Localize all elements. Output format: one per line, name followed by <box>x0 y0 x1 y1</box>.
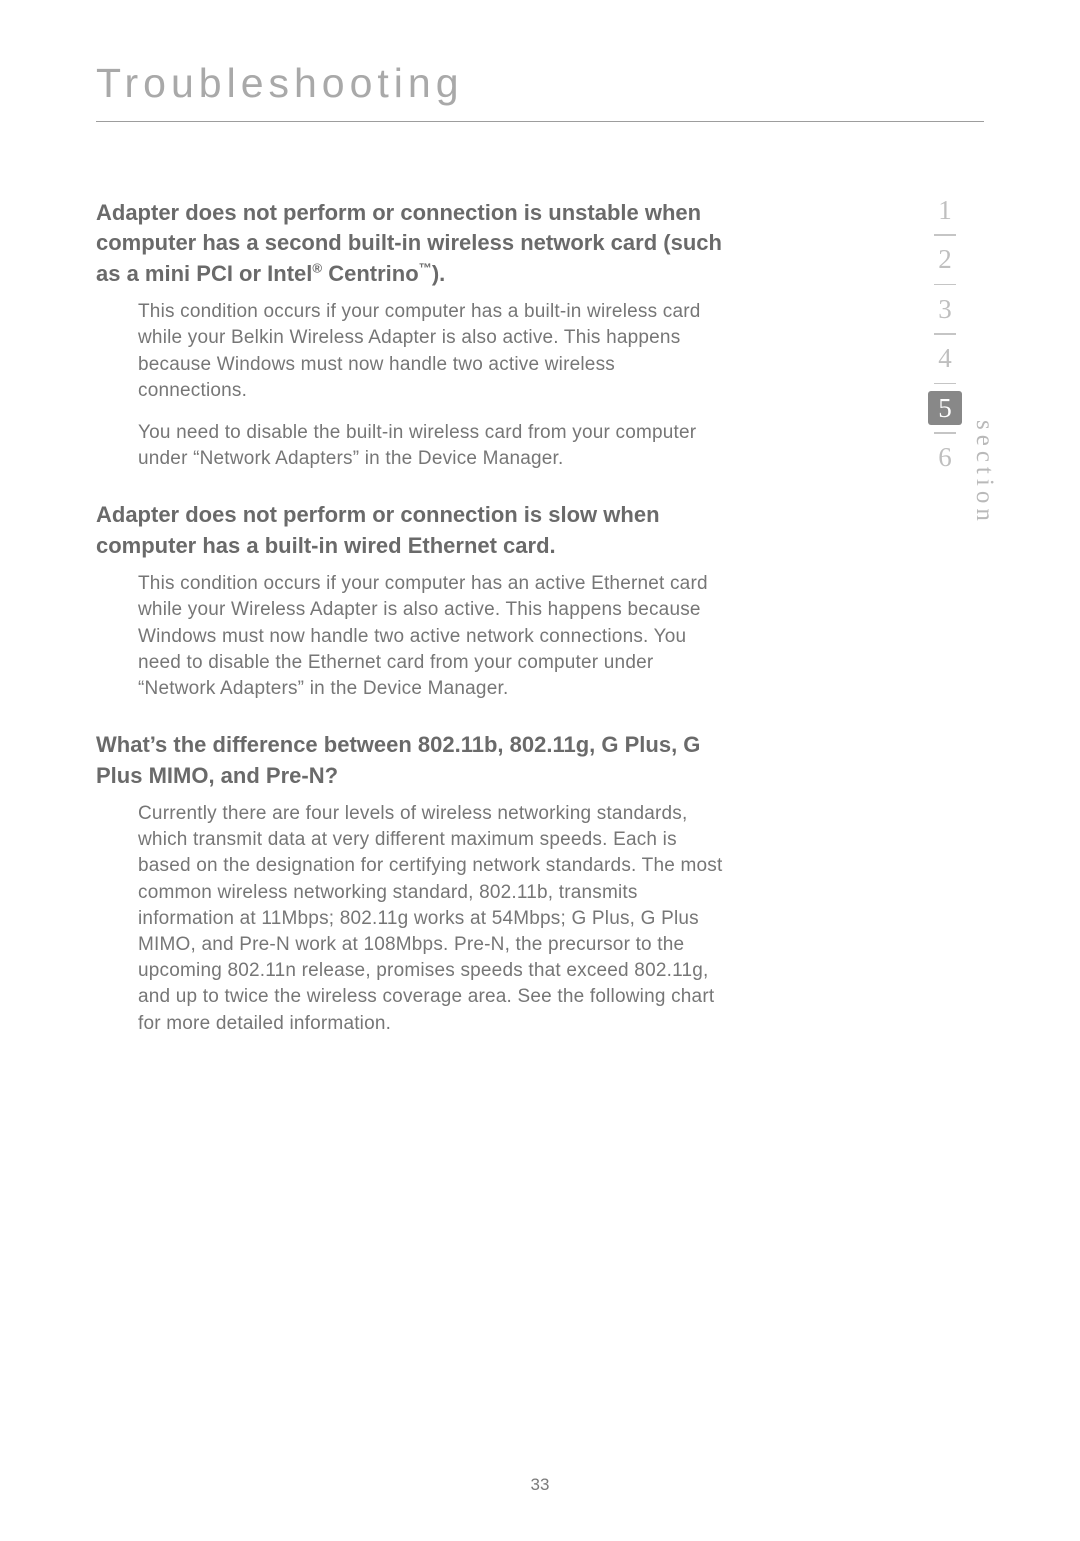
section-nav-item-2[interactable]: 2 <box>928 240 962 280</box>
section-label: section <box>970 420 998 526</box>
faq-block-adapter-second-wireless: Adapter does not perform or connection i… <box>96 198 728 472</box>
section-nav-item-3[interactable]: 3 <box>928 289 962 329</box>
content-area: Adapter does not perform or connection i… <box>96 198 728 1037</box>
faq-heading: What’s the difference between 802.11b, 8… <box>96 730 728 791</box>
faq-heading: Adapter does not perform or connection i… <box>96 198 728 289</box>
nav-divider <box>934 333 956 335</box>
faq-answer-paragraph: This condition occurs if your computer h… <box>138 299 728 404</box>
registered-mark: ® <box>312 260 322 275</box>
page-number: 33 <box>0 1475 1080 1495</box>
section-nav-numbers: 1 2 3 4 5 6 <box>928 190 962 478</box>
section-nav-item-1[interactable]: 1 <box>928 190 962 230</box>
faq-answer-paragraph: Currently there are four levels of wirel… <box>138 801 728 1037</box>
section-nav-item-6[interactable]: 6 <box>928 438 962 478</box>
faq-block-standards-difference: What’s the difference between 802.11b, 8… <box>96 730 728 1037</box>
section-nav-item-5-active[interactable]: 5 <box>928 391 962 425</box>
nav-divider <box>934 234 956 236</box>
faq-block-adapter-ethernet: Adapter does not perform or connection i… <box>96 500 728 702</box>
heading-text: ). <box>432 261 445 286</box>
section-nav: 1 2 3 4 5 6 section <box>928 190 1000 526</box>
section-nav-item-4[interactable]: 4 <box>928 339 962 379</box>
heading-text: Centrino <box>322 261 419 286</box>
page-title: Troubleshooting <box>96 60 984 122</box>
faq-heading: Adapter does not perform or connection i… <box>96 500 728 561</box>
faq-answer-paragraph: You need to disable the built-in wireles… <box>138 420 748 472</box>
nav-divider <box>934 432 956 434</box>
nav-divider <box>934 284 956 286</box>
faq-answer-paragraph: This condition occurs if your computer h… <box>138 571 728 702</box>
trademark-mark: ™ <box>419 260 432 275</box>
nav-divider <box>934 383 956 385</box>
